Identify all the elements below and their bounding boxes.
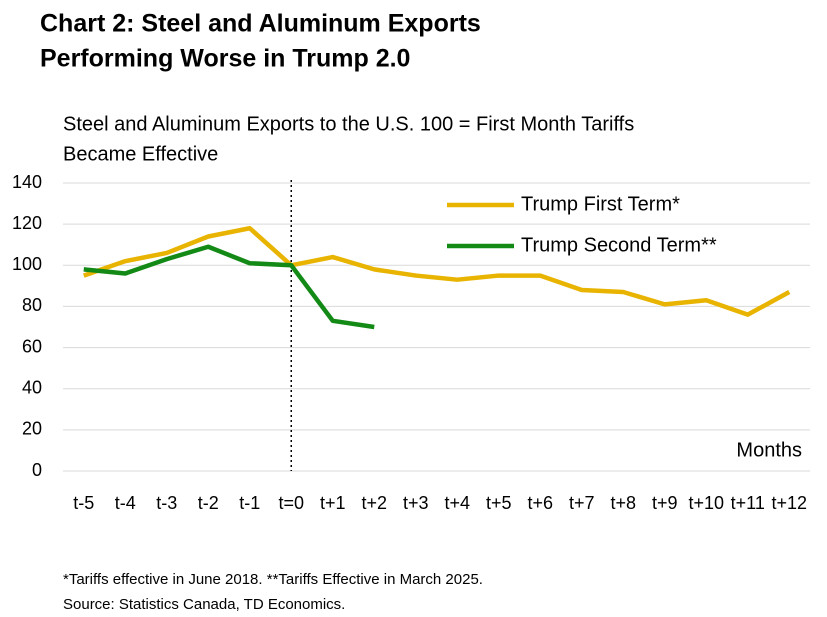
x-tick-label: t-1 [239,493,260,513]
x-tick-label: t-4 [115,493,136,513]
x-tick-label: t+6 [527,493,553,513]
chart-title: Chart 2: Steel and Aluminum Exports [40,10,481,38]
x-tick-label: t+2 [361,493,387,513]
legend-label: Trump First Term* [521,193,680,215]
x-tick-label: t=0 [278,493,304,513]
y-tick-label: 20 [22,419,42,439]
x-tick-label: t+12 [771,493,807,513]
y-tick-label: 0 [32,460,42,480]
footnote: *Tariffs effective in June 2018. **Tarif… [63,571,483,588]
x-tick-label: t+1 [320,493,346,513]
footnote: Source: Statistics Canada, TD Economics. [63,596,345,613]
series-line [83,244,375,330]
series-line [83,226,791,317]
x-tick-label: t+5 [486,493,512,513]
x-tick-label: t-5 [73,493,94,513]
x-tick-label: t+10 [688,493,724,513]
x-tick-label: t-2 [198,493,219,513]
y-tick-label: 80 [22,295,42,315]
y-tick-label: 60 [22,336,42,356]
legend-label: Trump Second Term** [521,234,717,256]
chart-title: Performing Worse in Trump 2.0 [40,45,410,73]
x-axis-label: Months [736,439,802,461]
x-tick-label: t+4 [444,493,470,513]
y-tick-label: 120 [12,213,42,233]
x-tick-label: t+11 [731,493,765,513]
y-tick-label: 140 [12,172,42,192]
x-tick-label: t+7 [569,493,595,513]
x-tick-label: t+3 [403,493,429,513]
chart-subtitle: Became Effective [63,143,218,165]
y-tick-label: 40 [22,377,42,397]
x-tick-label: t+9 [652,493,678,513]
y-tick-label: 100 [12,254,42,274]
x-tick-label: t+8 [610,493,636,513]
x-tick-label: t-3 [156,493,177,513]
chart-subtitle: Steel and Aluminum Exports to the U.S. 1… [63,113,634,135]
